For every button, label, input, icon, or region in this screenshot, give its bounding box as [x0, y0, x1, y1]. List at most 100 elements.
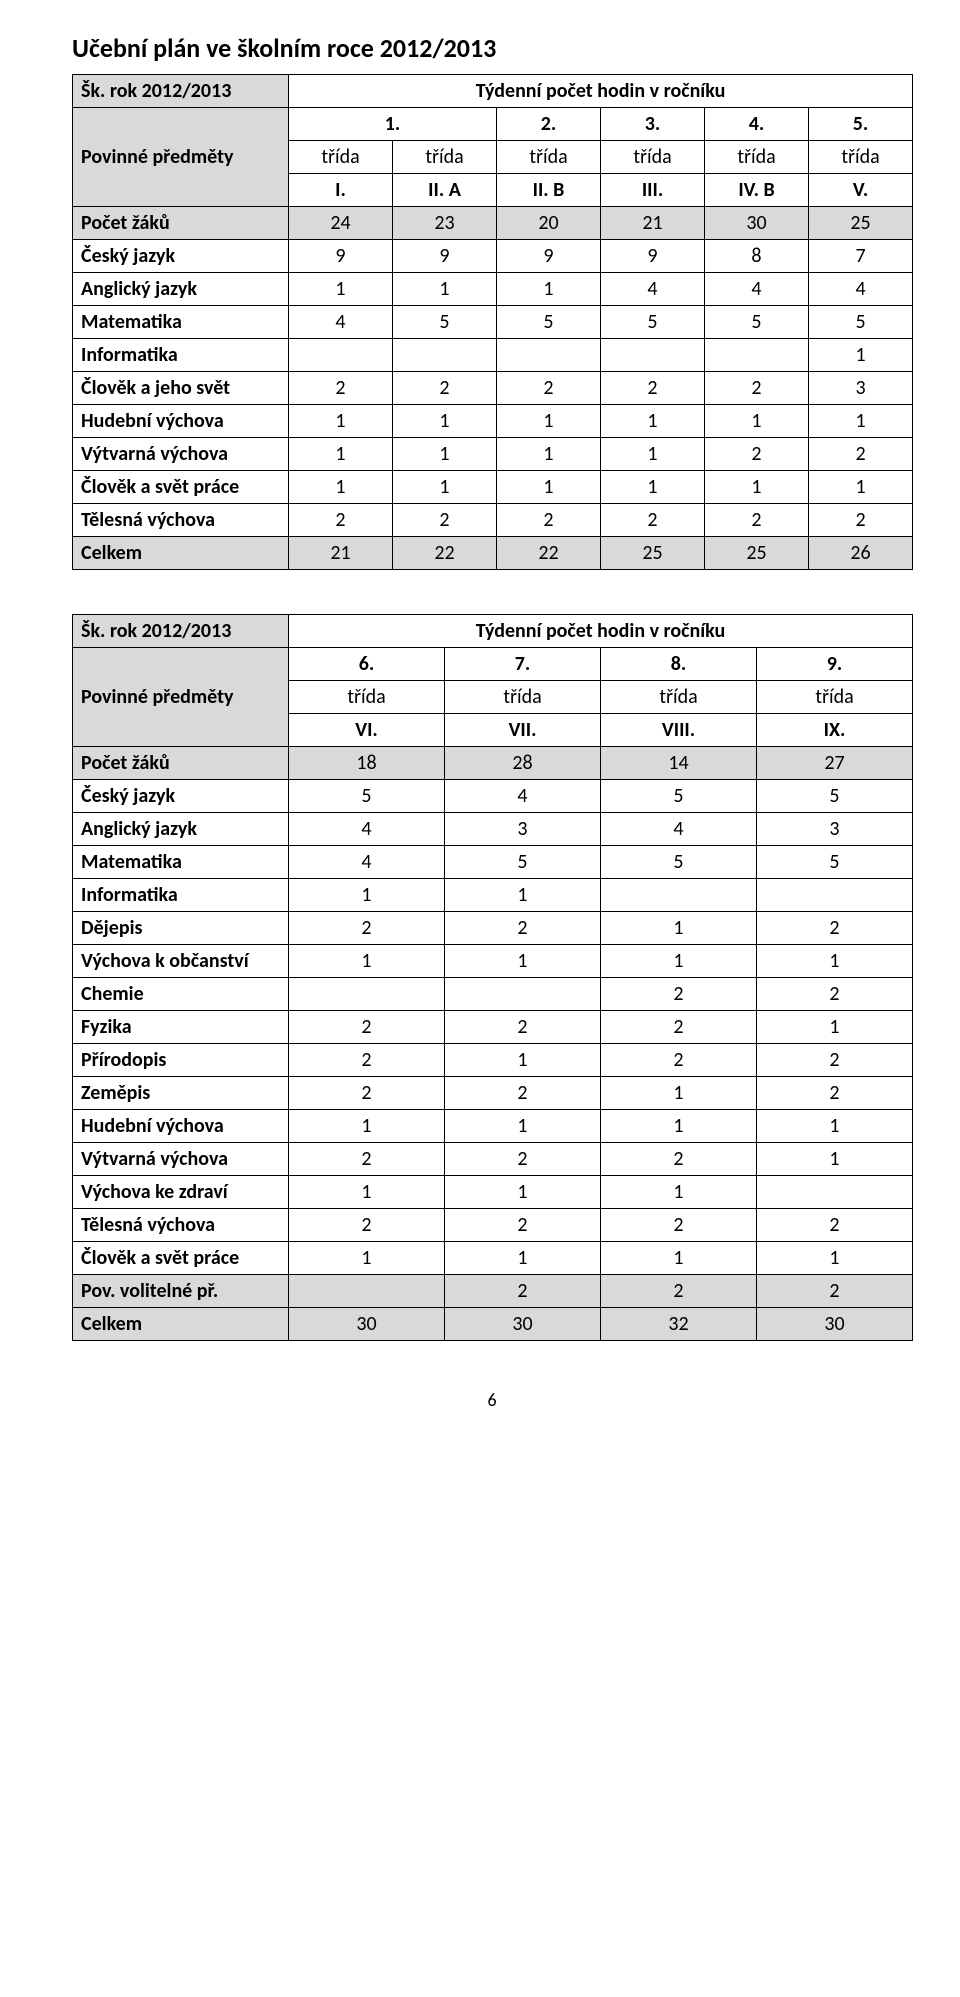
cell: 1	[601, 405, 705, 438]
cell: 9	[601, 240, 705, 273]
cell: 4	[289, 306, 393, 339]
table-row: Chemie22	[73, 978, 913, 1011]
cell: 25	[705, 537, 809, 570]
col-number: 9.	[757, 648, 913, 681]
cell: 1	[601, 438, 705, 471]
cell: 2	[601, 372, 705, 405]
cell: 1	[601, 1242, 757, 1275]
table2-body: Počet žáků18281427Český jazyk5455Anglick…	[73, 747, 913, 1341]
cell: 2	[757, 1209, 913, 1242]
row-label: Výchova k občanství	[73, 945, 289, 978]
cell: 5	[705, 306, 809, 339]
heading-title: Týdenní počet hodin v ročníku	[289, 615, 913, 648]
row-label: Výtvarná výchova	[73, 1143, 289, 1176]
cell: 2	[757, 912, 913, 945]
table-row: Informatika11	[73, 879, 913, 912]
cell: 1	[601, 945, 757, 978]
col-number: 3.	[601, 108, 705, 141]
cell	[601, 879, 757, 912]
cell: 21	[289, 537, 393, 570]
table-row: Počet žáků242320213025	[73, 207, 913, 240]
cell: 1	[445, 1176, 601, 1209]
table-row: Celkem30303230	[73, 1308, 913, 1341]
col-trida: třída	[445, 681, 601, 714]
cell: 1	[809, 405, 913, 438]
row-label: Hudební výchova	[73, 405, 289, 438]
table-row: Výtvarná výchova2221	[73, 1143, 913, 1176]
cell: 1	[289, 438, 393, 471]
col-roman: IV. B	[705, 174, 809, 207]
row-label: Chemie	[73, 978, 289, 1011]
cell: 25	[601, 537, 705, 570]
row-label-block: Povinné předměty	[73, 108, 289, 207]
col-trida: třída	[601, 141, 705, 174]
col-trida: třída	[289, 681, 445, 714]
cell: 4	[289, 813, 445, 846]
cell: 1	[445, 1044, 601, 1077]
col-roman: II. B	[497, 174, 601, 207]
cell: 4	[809, 273, 913, 306]
cell: 2	[705, 504, 809, 537]
cell: 2	[289, 1044, 445, 1077]
cell: 1	[601, 1176, 757, 1209]
col-roman: VIII.	[601, 714, 757, 747]
cell	[289, 339, 393, 372]
cell: 1	[601, 471, 705, 504]
table-row: Povinné předměty 6. 7. 8. 9.	[73, 648, 913, 681]
row-label: Zeměpis	[73, 1077, 289, 1110]
cell	[757, 1176, 913, 1209]
table-row: Pov. volitelné př.222	[73, 1275, 913, 1308]
row-label: Pov. volitelné př.	[73, 1275, 289, 1308]
heading-year: Šk. rok 2012/2013	[73, 75, 289, 108]
cell: 32	[601, 1308, 757, 1341]
cell	[289, 1275, 445, 1308]
table-row: Výchova k občanství1111	[73, 945, 913, 978]
cell: 2	[601, 1275, 757, 1308]
cell: 2	[809, 504, 913, 537]
cell: 8	[705, 240, 809, 273]
cell: 2	[601, 1044, 757, 1077]
cell: 2	[705, 438, 809, 471]
table-row: Matematika4555	[73, 846, 913, 879]
cell: 2	[601, 504, 705, 537]
cell: 25	[809, 207, 913, 240]
cell: 1	[601, 1077, 757, 1110]
cell: 9	[393, 240, 497, 273]
cell: 2	[757, 978, 913, 1011]
cell: 21	[601, 207, 705, 240]
cell: 4	[705, 273, 809, 306]
row-label: Český jazyk	[73, 780, 289, 813]
col-roman: I.	[289, 174, 393, 207]
cell: 9	[497, 240, 601, 273]
row-label: Informatika	[73, 339, 289, 372]
cell: 1	[445, 945, 601, 978]
cell: 2	[393, 504, 497, 537]
cell: 1	[497, 438, 601, 471]
cell: 28	[445, 747, 601, 780]
cell	[497, 339, 601, 372]
table-row: Informatika1	[73, 339, 913, 372]
table-row: Hudební výchova111111	[73, 405, 913, 438]
table-row: Hudební výchova1111	[73, 1110, 913, 1143]
table-row: Šk. rok 2012/2013 Týdenní počet hodin v …	[73, 75, 913, 108]
col-trida: třída	[497, 141, 601, 174]
col-roman: VI.	[289, 714, 445, 747]
cell	[393, 339, 497, 372]
row-label: Dějepis	[73, 912, 289, 945]
row-label: Český jazyk	[73, 240, 289, 273]
cell: 2	[393, 372, 497, 405]
table-row: Člověk a jeho svět222223	[73, 372, 913, 405]
cell: 26	[809, 537, 913, 570]
cell: 1	[289, 945, 445, 978]
cell: 1	[393, 438, 497, 471]
row-label-block: Povinné předměty	[73, 648, 289, 747]
cell: 2	[289, 504, 393, 537]
cell: 2	[445, 1209, 601, 1242]
cell: 2	[289, 1143, 445, 1176]
cell: 4	[601, 813, 757, 846]
cell: 30	[705, 207, 809, 240]
row-label: Počet žáků	[73, 747, 289, 780]
row-label: Tělesná výchova	[73, 1209, 289, 1242]
cell: 1	[289, 1242, 445, 1275]
row-label: Výchova ke zdraví	[73, 1176, 289, 1209]
